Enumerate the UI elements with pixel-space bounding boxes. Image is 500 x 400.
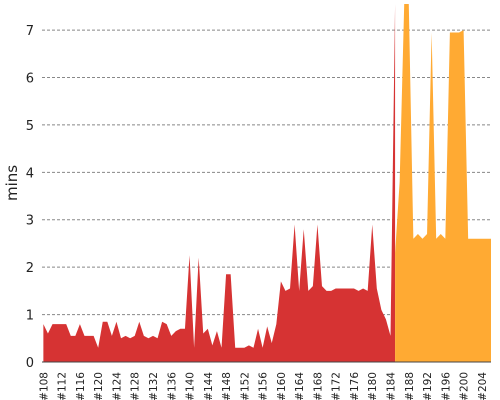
x-tick-label: #108 <box>38 372 50 400</box>
x-tick-label: #168 <box>312 372 324 400</box>
y-tick-label: 7 <box>26 24 34 39</box>
y-tick-label: 5 <box>26 119 34 134</box>
x-tick-label: #132 <box>148 372 160 400</box>
x-tick-label: #200 <box>459 372 471 400</box>
x-tick-label: #148 <box>221 372 233 400</box>
y-tick-label: 3 <box>26 214 34 229</box>
x-tick-label: #164 <box>294 372 306 400</box>
x-tick-label: #136 <box>166 372 178 400</box>
x-tick-label: #128 <box>130 372 142 400</box>
y-tick-label: 0 <box>26 356 34 371</box>
x-tick-label: #160 <box>276 372 288 400</box>
y-tick-label: 2 <box>26 261 34 276</box>
x-tick-label: #180 <box>367 372 379 400</box>
x-tick-label: #144 <box>203 372 215 400</box>
x-tick-label: #192 <box>422 372 434 400</box>
x-tick-label: #140 <box>185 372 197 400</box>
x-tick-label: #184 <box>386 372 398 400</box>
x-tick-label: #204 <box>477 372 489 400</box>
x-tick-label: #124 <box>111 372 123 400</box>
y-axis-title: mins <box>3 165 21 201</box>
x-tick-label: #176 <box>349 372 361 400</box>
x-tick-label: #116 <box>75 372 87 400</box>
x-tick-labels: #108 #112 #116 #120 #124 #128 #132 #136 #140 #144… <box>38 372 488 400</box>
x-tick-label: #120 <box>93 372 105 400</box>
x-tick-label: #156 <box>258 372 270 400</box>
series-area-1 <box>43 4 396 362</box>
series-areas <box>43 4 491 362</box>
x-tick-label: #196 <box>440 372 452 400</box>
y-tick-label: 1 <box>26 309 34 324</box>
y-tick-labels: 0 1 2 3 4 5 6 7 <box>26 24 34 371</box>
y-tick-label: 4 <box>26 166 34 181</box>
x-tick-label: #172 <box>331 372 343 400</box>
x-tick-label: #152 <box>239 372 251 400</box>
x-tick-label: #188 <box>404 372 416 400</box>
series-area-2 <box>395 4 491 362</box>
y-tick-label: 6 <box>26 71 34 86</box>
x-tick-label: #112 <box>57 372 69 400</box>
